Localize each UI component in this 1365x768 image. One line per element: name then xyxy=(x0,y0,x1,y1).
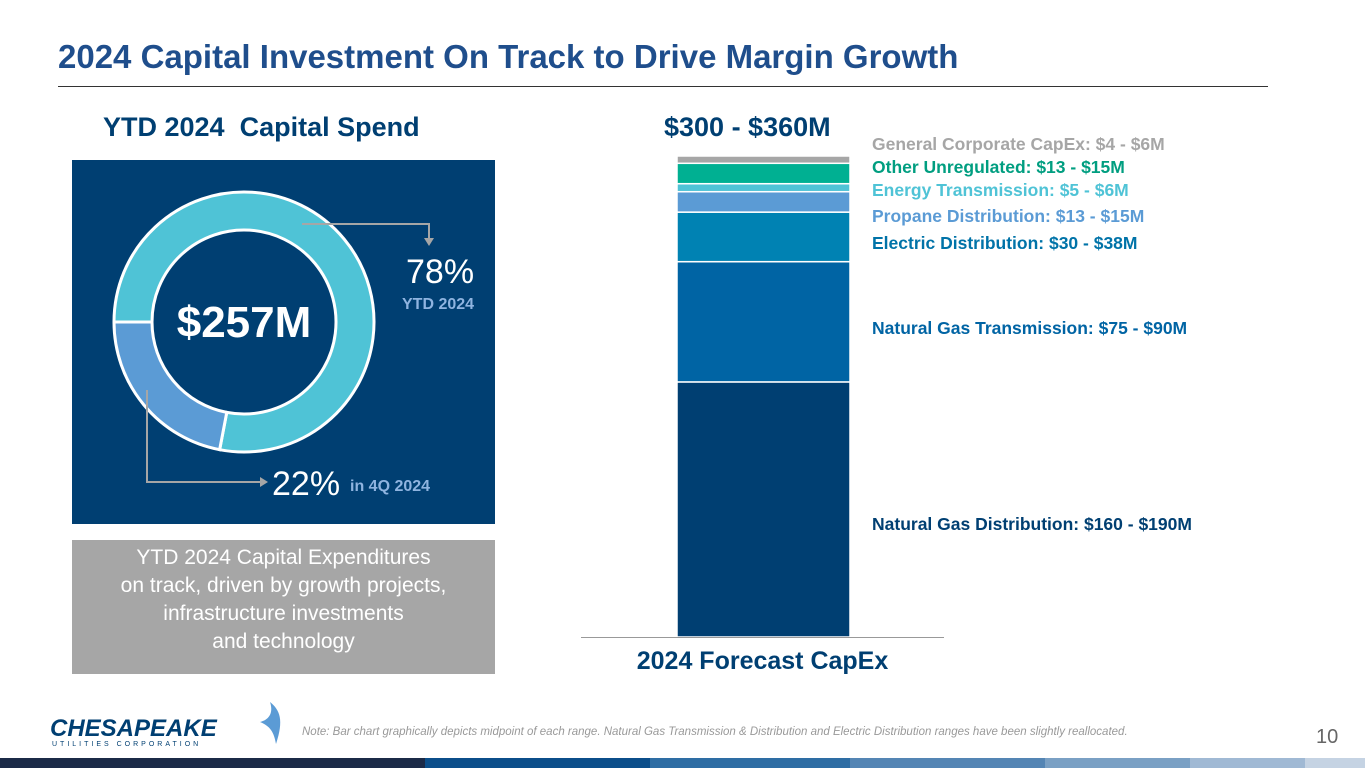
segment-label: General Corporate CapEx: $4 - $6M xyxy=(872,134,1165,154)
donut-slice-ytd xyxy=(112,190,376,454)
pct-4q: 22% xyxy=(272,465,340,503)
q4-label: in 4Q 2024 xyxy=(350,478,430,495)
segment-label: Natural Gas Distribution: $160 - $190M xyxy=(872,514,1192,534)
donut-slice-4q xyxy=(112,320,229,452)
segment-label: Electric Distribution: $30 - $38M xyxy=(872,233,1138,253)
donut-panel: $257M 78% YTD 2024 22% in 4Q 2024 xyxy=(72,160,495,524)
page-number: 10 xyxy=(1316,726,1339,748)
bar-segment-natural-gas-transmission xyxy=(676,260,851,383)
summary-line: on track, driven by growth projects, xyxy=(120,574,447,597)
bar-segment-general-corporate-capex xyxy=(676,155,851,165)
segment-label: Propane Distribution: $13 - $15M xyxy=(872,206,1145,226)
bar-segment-other-unregulated xyxy=(676,162,851,185)
svg-text:CHESAPEAKE: CHESAPEAKE xyxy=(50,715,218,742)
summary-line: YTD 2024 Capital Expenditures xyxy=(136,546,431,569)
arrow-head-icon xyxy=(424,238,434,246)
footnote: Note: Bar chart graphically depicts midp… xyxy=(302,726,1128,738)
title-divider xyxy=(58,86,1268,87)
summary-line: infrastructure investments xyxy=(163,602,404,625)
x-axis-label: 2024 Forecast CapEx xyxy=(636,647,889,675)
donut-center-label: $257M xyxy=(177,298,312,347)
summary-line: and technology xyxy=(212,630,355,653)
ytd-label: YTD 2024 xyxy=(402,296,474,313)
bar-segment-electric-distribution xyxy=(676,211,851,263)
x-axis xyxy=(581,637,944,638)
svg-text:UTILITIES CORPORATION: UTILITIES CORPORATION xyxy=(52,741,201,748)
pct-ytd: 78% xyxy=(406,253,474,291)
bar-segment-propane-distribution xyxy=(676,190,851,213)
summary-box: YTD 2024 Capital Expenditures on track, … xyxy=(72,540,495,674)
arrow-head-icon xyxy=(260,477,268,487)
company-logo: CHESAPEAKE UTILITIES CORPORATION xyxy=(50,702,281,748)
segment-label: Natural Gas Transmission: $75 - $90M xyxy=(872,318,1188,338)
segment-label: Energy Transmission: $5 - $6M xyxy=(872,180,1129,200)
ytd-heading: YTD 2024 Capital Spend xyxy=(103,112,420,142)
forecast-range: $300 - $360M xyxy=(664,112,831,142)
arrow-22 xyxy=(146,390,262,483)
bar-segment-energy-transmission xyxy=(676,182,851,193)
donut-chart: $257M 78% YTD 2024 22% in 4Q 2024 xyxy=(112,190,474,503)
arrow-78 xyxy=(302,223,430,240)
slide-title: 2024 Capital Investment On Track to Driv… xyxy=(58,38,959,75)
bar-segment-natural-gas-distribution xyxy=(676,381,851,638)
segment-label: Other Unregulated: $13 - $15M xyxy=(872,157,1125,177)
footer-band xyxy=(0,758,1365,768)
